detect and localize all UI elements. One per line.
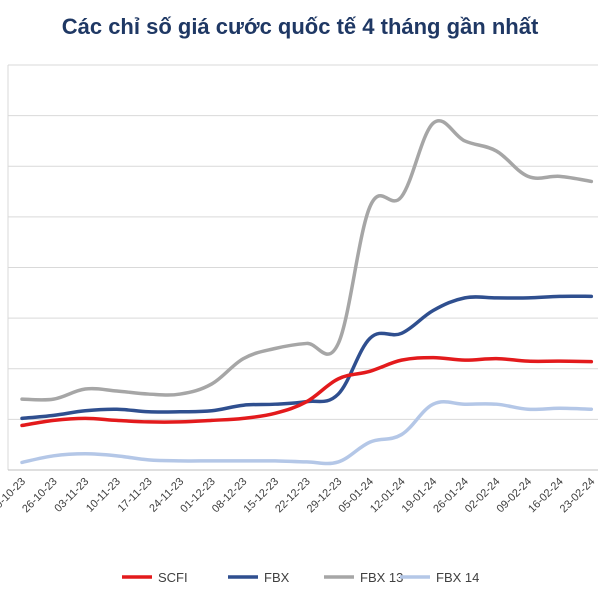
legend-label: FBX 14 [436,570,479,585]
axes [7,65,598,471]
legend-label: FBX [264,570,290,585]
legend-item: FBX [228,570,290,585]
legend-item: SCFI [122,570,188,585]
legend-label: SCFI [158,570,188,585]
series-line-fbx-13 [20,119,594,402]
legend-item: FBX 13 [324,570,403,585]
x-tick-label: 23-02-24 [558,476,598,516]
x-tick-labels: 19-10-2326-10-2303-11-2310-11-2317-11-23… [0,476,597,516]
series-line-scfi [20,355,594,428]
chart-title: Các chỉ số giá cước quốc tế 4 tháng gần … [61,14,539,39]
series-lines [20,119,594,466]
legend-item: FBX 14 [400,570,479,585]
legend-label: FBX 13 [360,570,403,585]
series-line-fbx-14 [20,400,594,466]
legend: SCFI FBX FBX 13 FBX 14 [122,570,479,585]
x-tick-label: 26-10-23 [20,476,60,516]
